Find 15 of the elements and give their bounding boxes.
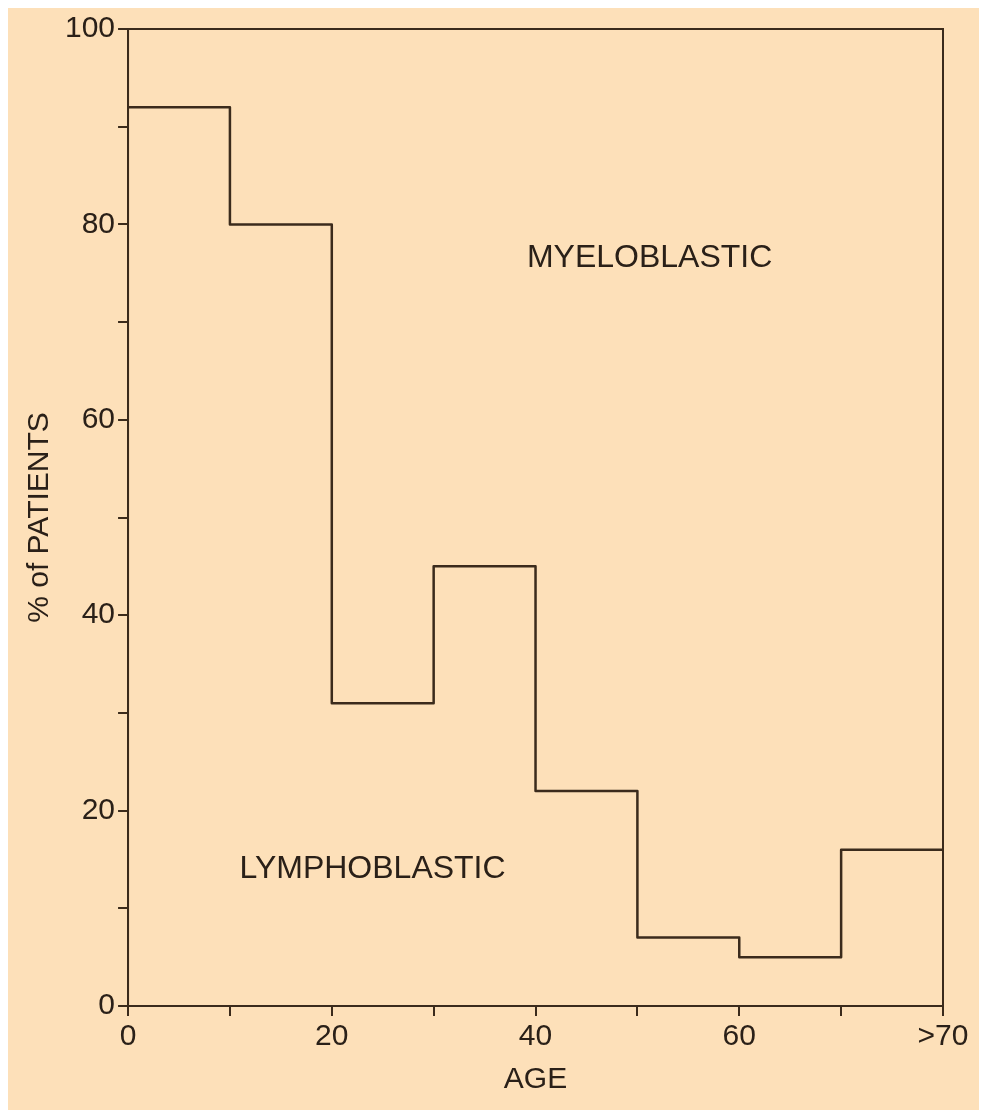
y-tick-label: 80 (81, 205, 116, 239)
y-axis-title: % of PATIENTS (21, 412, 55, 623)
x-tick-label: 40 (518, 1018, 553, 1052)
y-tick-label: 0 (98, 987, 116, 1021)
x-axis-title: AGE (503, 1061, 568, 1095)
x-tick-label: 0 (119, 1018, 137, 1052)
y-tick-label: 20 (81, 791, 116, 825)
annotation: MYELOBLASTIC (526, 238, 773, 275)
x-tick-label: 60 (722, 1018, 756, 1052)
y-tick-label: 40 (81, 596, 116, 630)
annotation: LYMPHOBLASTIC (239, 849, 506, 886)
x-tick-label: >70 (917, 1018, 969, 1052)
y-tick-label: 60 (81, 401, 116, 435)
x-tick-label: 20 (315, 1018, 349, 1052)
y-tick-label: 100 (64, 10, 116, 44)
